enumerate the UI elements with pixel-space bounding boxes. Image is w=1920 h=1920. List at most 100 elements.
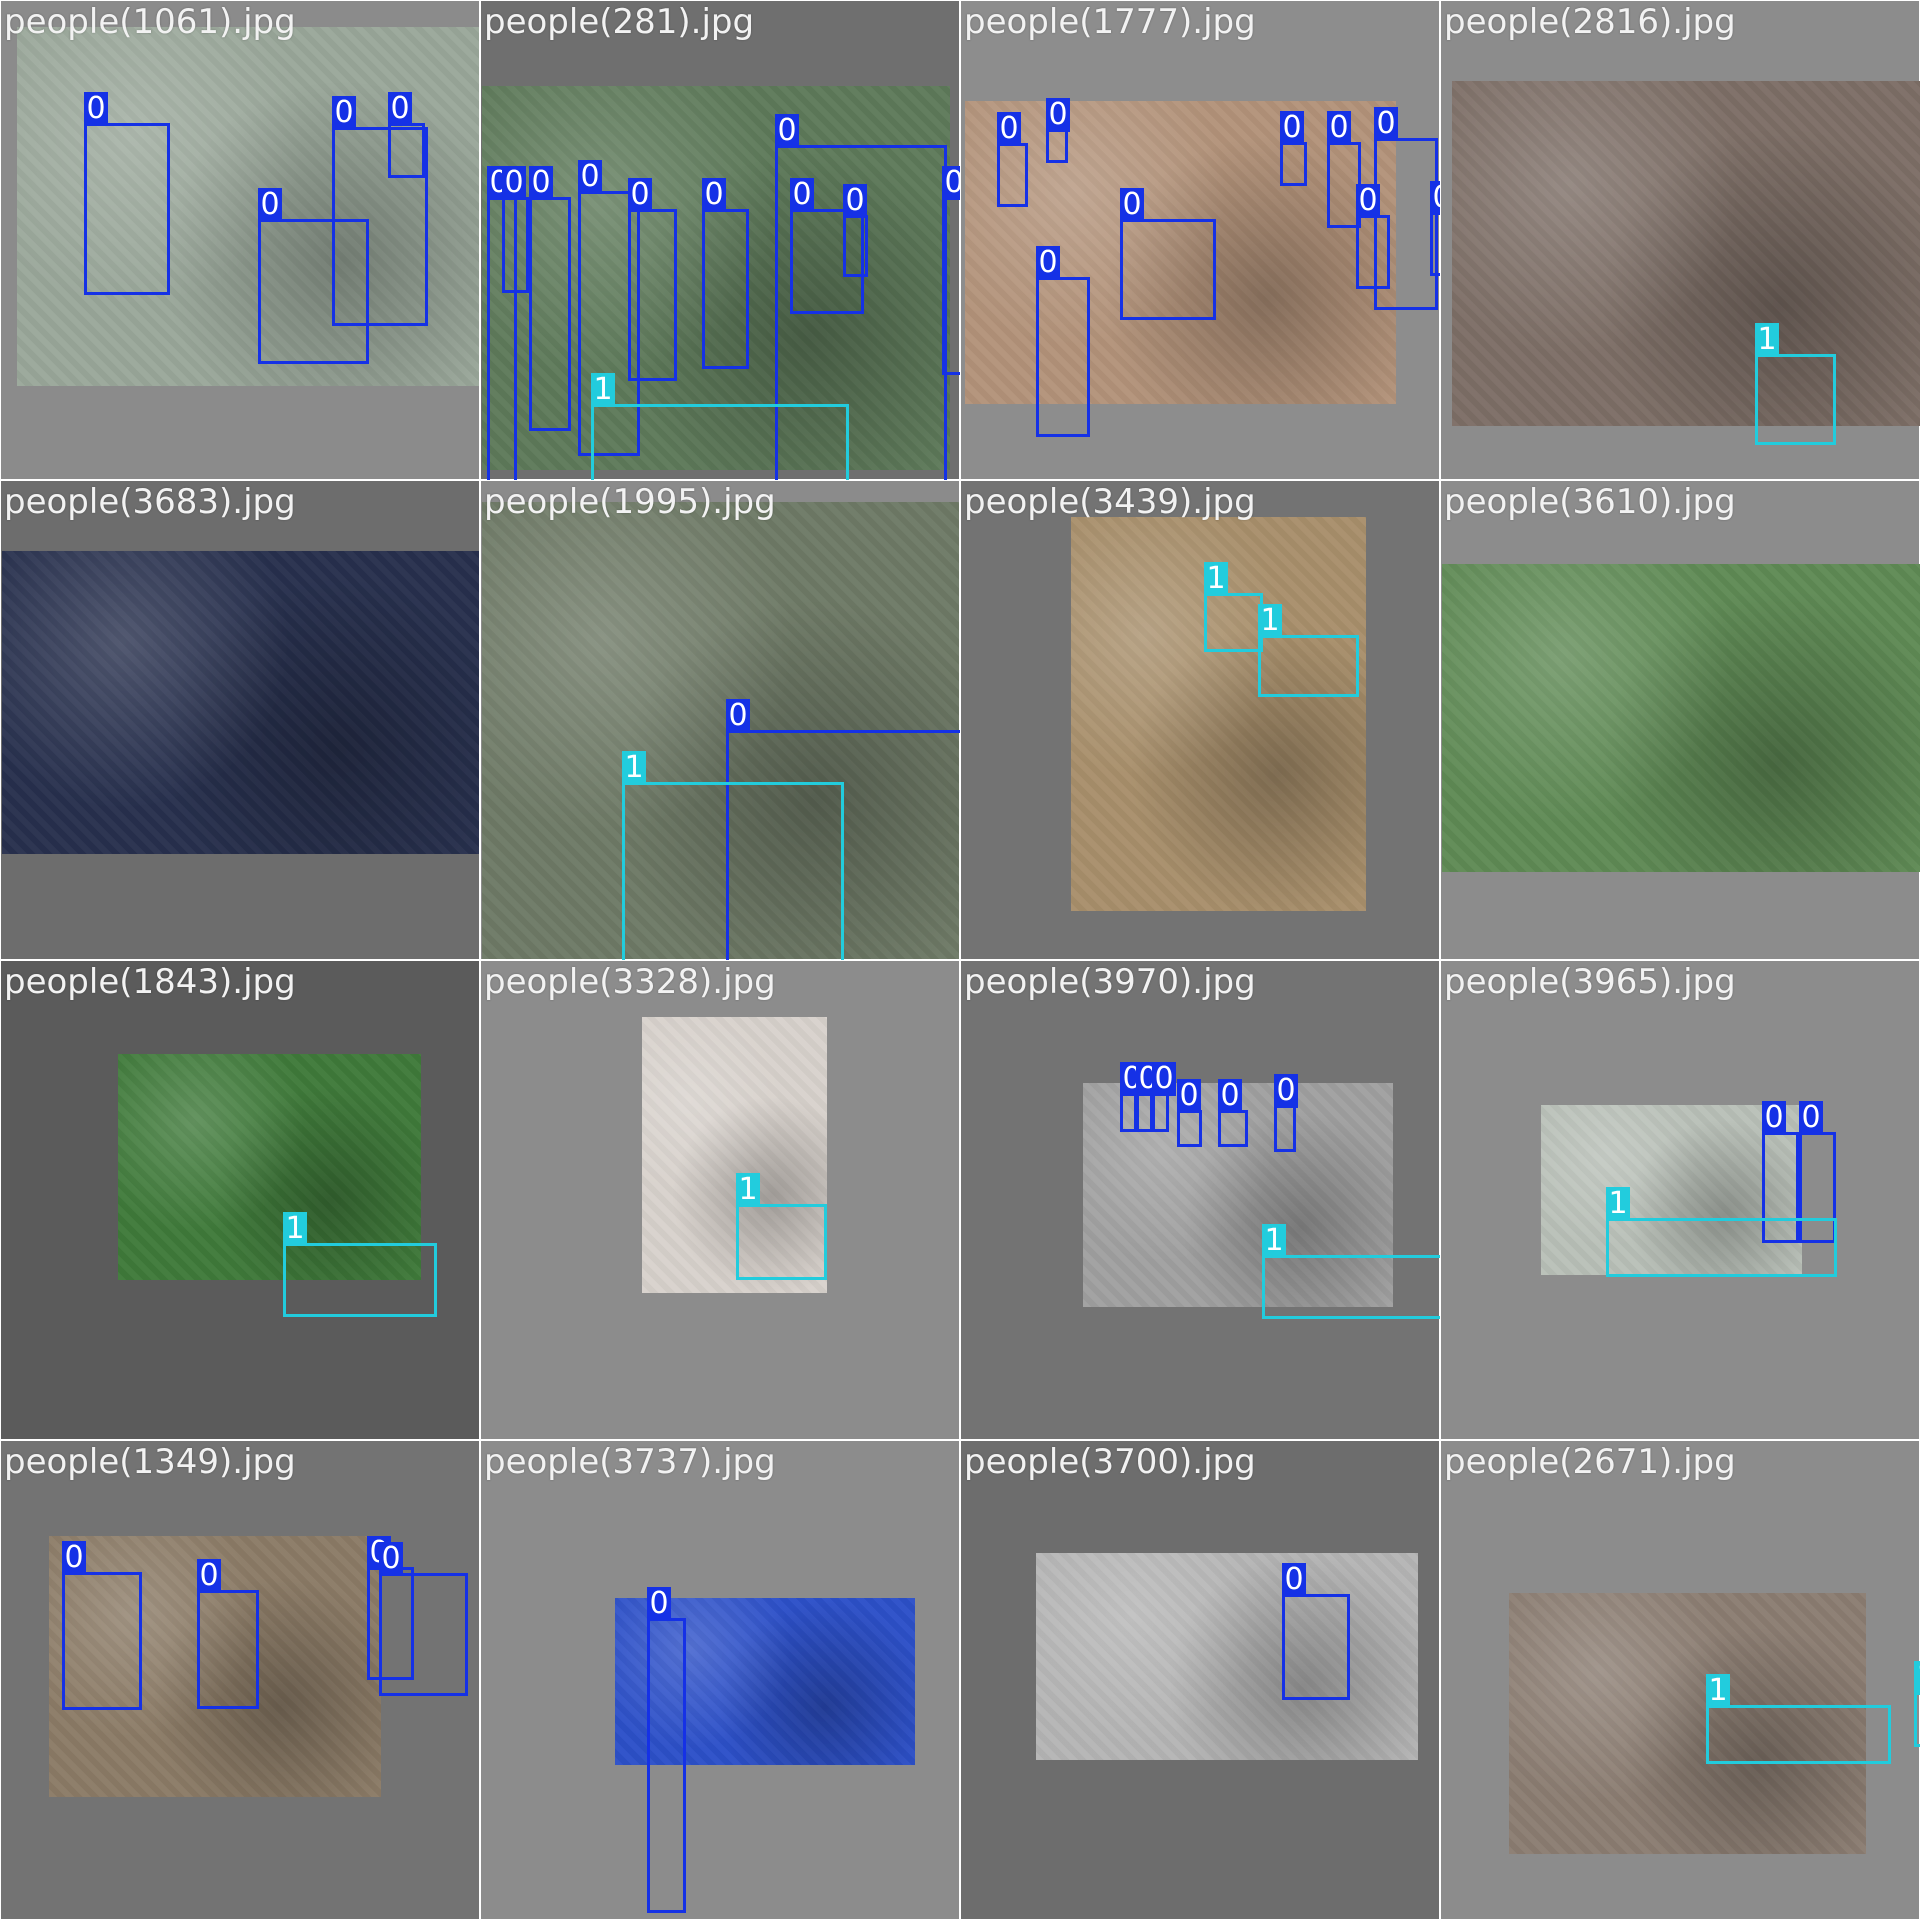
detection-box-class-0: 0 (775, 114, 947, 480)
detection-label: 1 (283, 1212, 307, 1246)
detection-label: 0 (1218, 1079, 1242, 1113)
tile-photo (17, 27, 480, 386)
detection-box-class-0: 0 (1762, 1101, 1799, 1243)
mosaic-tile: 1 1 people(3439).jpg (959, 479, 1441, 961)
mosaic-tile: 0 0 0 0 0 0 1 people(3970).jpg (959, 959, 1441, 1441)
detection-label: 0 (62, 1541, 86, 1575)
detection-box-class-0: 0 (1280, 111, 1307, 186)
detection-label: 0 (726, 699, 750, 733)
detection-label: 0 (702, 178, 726, 212)
tile-photo (2, 551, 480, 854)
detection-box-class-0: 0 (997, 112, 1028, 207)
detection-box-class-0: 0 (1430, 181, 1440, 276)
detection-box-class-1: 1 (1606, 1187, 1837, 1277)
detection-box-class-0: 0 (62, 1541, 142, 1710)
tile-filename: people(2671).jpg (1444, 1442, 1736, 1482)
detection-box-class-0: 0 (1282, 1563, 1350, 1700)
detection-box-class-0: 0 (1374, 107, 1438, 310)
detection-box-class-1: 1 (1706, 1674, 1891, 1764)
detection-box-class-0: 0 (1177, 1079, 1202, 1147)
detection-box-class-0: 0 (1136, 1062, 1160, 1132)
detection-box-class-1: 1 (736, 1173, 827, 1280)
detection-box-class-0: 0 (1120, 1062, 1144, 1132)
detection-box-class-0: 0 (502, 166, 529, 293)
mosaic-tile: 000000000001people(281).jpg (479, 0, 961, 481)
detection-box-class-0: 0 (379, 1542, 468, 1696)
detection-box-class-0: 0 (1356, 184, 1390, 289)
detection-label: 1 (1606, 1187, 1630, 1221)
mosaic-tile: 0 0 1 people(3965).jpg (1439, 959, 1920, 1441)
detection-label: 0 (1762, 1101, 1786, 1135)
mosaic-tile: 000000000people(1777).jpg (959, 0, 1441, 481)
tile-filename: people(3610).jpg (1444, 482, 1736, 522)
detection-box-class-0: 0 (1274, 1074, 1298, 1152)
tile-photo (49, 1536, 381, 1797)
detection-label: 0 (790, 178, 814, 212)
detection-label: 0 (1356, 184, 1380, 218)
detection-box-class-0: 0 (1046, 98, 1070, 163)
tile-filename: people(1061).jpg (4, 2, 296, 42)
detection-box-class-1: 1 (622, 751, 844, 960)
detection-box-class-0: 0 (197, 1559, 259, 1709)
detection-label: 1 (1755, 323, 1779, 357)
mosaic-tile: 111people(2671).jpg (1439, 1439, 1920, 1920)
detection-box-class-0: 0 (388, 92, 425, 178)
detection-box-class-0: 0 (258, 188, 369, 364)
detection-box-class-0: 0 (84, 92, 170, 295)
detection-label: 0 (1177, 1079, 1201, 1113)
tile-photo (118, 1054, 421, 1280)
tile-filename: people(3700).jpg (964, 1442, 1256, 1482)
tile-filename: people(3970).jpg (964, 962, 1256, 1002)
detection-label: 1 (1262, 1224, 1286, 1258)
tile-photo (1452, 81, 1920, 426)
mosaic-tile: people(3610).jpg (1439, 479, 1920, 961)
detection-box-class-0: 0 (1036, 246, 1090, 437)
detection-label: 0 (628, 178, 652, 212)
detection-label: 0 (1036, 246, 1060, 280)
detection-label: 0 (578, 160, 602, 194)
detection-label: 0 (775, 114, 799, 148)
detection-box-class-0: 0 (647, 1587, 686, 1913)
tile-filename: people(3683).jpg (4, 482, 296, 522)
tile-photo (1509, 1593, 1866, 1854)
mosaic-tile: 1 people(3328).jpg (479, 959, 961, 1441)
detection-box-class-0: 0 (942, 166, 960, 375)
detection-box-class-1: 1 (1914, 1661, 1920, 1747)
detection-label: 0 (1430, 181, 1440, 215)
detection-box-class-0: 0 (1120, 188, 1216, 320)
detection-label: 0 (1327, 111, 1351, 145)
tile-filename: people(3328).jpg (484, 962, 776, 1002)
detection-label: 0 (1799, 1101, 1823, 1135)
detection-box-class-1: 1 (1258, 604, 1359, 697)
detection-label: 0 (997, 112, 1021, 146)
tile-filename: people(2816).jpg (1444, 2, 1736, 42)
tile-filename: people(3965).jpg (1444, 962, 1736, 1002)
detection-label: 0 (388, 92, 412, 126)
detection-label: 0 (1152, 1062, 1176, 1096)
detection-label: 0 (1046, 98, 1070, 132)
mosaic-tile: 1 people(2816).jpg (1439, 0, 1920, 481)
detection-label: 1 (1204, 562, 1228, 596)
detection-box-class-0: 0 (702, 178, 749, 369)
detection-box-class-0: 0 (1218, 1079, 1248, 1147)
tile-photo (1036, 1553, 1418, 1760)
tile-photo (1083, 1083, 1393, 1307)
mosaic-tile: 1 people(1843).jpg (0, 959, 481, 1441)
detection-box-class-0: 0 (529, 166, 571, 431)
detection-box-class-0: 0 (1152, 1062, 1176, 1132)
detection-box-class-0: 0 (726, 699, 960, 960)
detection-label: 0 (84, 92, 108, 126)
detection-label: 0 (1282, 1563, 1306, 1597)
detection-box-class-0: 0 (790, 178, 864, 314)
mosaic-tile: people(3683).jpg (0, 479, 481, 961)
tile-filename: people(1843).jpg (4, 962, 296, 1002)
mosaic-tile: 0 1 people(1995).jpg (479, 479, 961, 961)
detection-box-class-0: 0 (628, 178, 677, 381)
tile-filename: people(1777).jpg (964, 2, 1256, 42)
detection-box-class-1: 1 (283, 1212, 437, 1317)
tile-filename: people(1349).jpg (4, 1442, 296, 1482)
detection-box-class-0: 0 (843, 184, 868, 277)
